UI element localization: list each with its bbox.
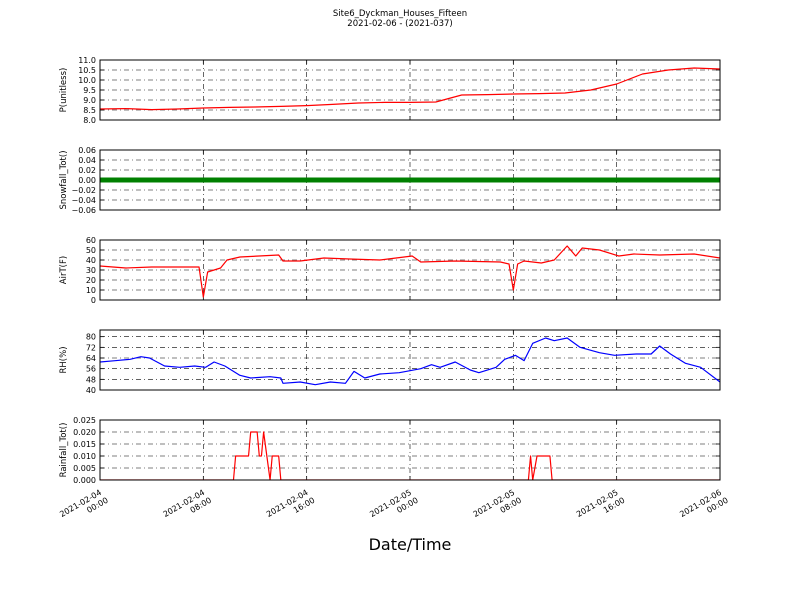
data-line bbox=[100, 67, 720, 111]
data-line bbox=[100, 245, 720, 298]
y-tick-label: 0.06 bbox=[78, 146, 96, 155]
y-tick-label: 0.015 bbox=[73, 440, 96, 449]
y-tick-label: 0.010 bbox=[73, 452, 96, 461]
y-tick-label: 0.000 bbox=[73, 476, 96, 485]
y-tick-label: 11.0 bbox=[78, 56, 96, 65]
y-tick-label: 10.0 bbox=[78, 76, 96, 85]
axes-frame bbox=[99, 419, 721, 481]
y-tick-label: 64 bbox=[86, 354, 96, 363]
y-axis-label: P(unitless) bbox=[59, 68, 69, 113]
axes-frame bbox=[99, 239, 721, 301]
y-tick-label: 0 bbox=[91, 296, 96, 305]
x-tick-label: 2021-02-0600:00 bbox=[678, 487, 730, 528]
y-tick-label: −0.02 bbox=[71, 186, 96, 195]
y-tick-label: 60 bbox=[86, 236, 96, 245]
x-tick-label: 2021-02-0500:00 bbox=[368, 487, 420, 528]
x-tick-label: 2021-02-0416:00 bbox=[265, 487, 317, 528]
y-tick-label: −0.04 bbox=[71, 196, 96, 205]
chart-title: Site6_Dyckman_Houses_Fifteen bbox=[333, 9, 467, 19]
y-axis-label: Rainfall_Tot() bbox=[59, 423, 69, 478]
y-tick-label: −0.06 bbox=[71, 206, 96, 215]
x-tick-label: 2021-02-0516:00 bbox=[575, 487, 627, 528]
axes-frame bbox=[99, 59, 721, 121]
y-axis-label: RH(%) bbox=[59, 346, 69, 373]
x-axis-label: Date/Time bbox=[369, 535, 452, 554]
plot-area bbox=[100, 245, 720, 298]
data-line bbox=[100, 337, 720, 386]
data-line bbox=[100, 431, 720, 480]
x-tick-label: 2021-02-0400:00 bbox=[58, 487, 110, 528]
y-tick-label: 20 bbox=[86, 276, 96, 285]
chart-subtitle: 2021-02-06 - (2021-037) bbox=[347, 19, 452, 29]
y-tick-label: 0.025 bbox=[73, 416, 96, 425]
y-tick-label: 0.04 bbox=[78, 156, 96, 165]
y-tick-label: 48 bbox=[86, 375, 96, 384]
y-tick-label: 50 bbox=[86, 246, 96, 255]
y-tick-label: 72 bbox=[86, 343, 96, 352]
y-axis-label: Snowfall_Tot() bbox=[59, 150, 69, 209]
plot-area bbox=[100, 431, 720, 480]
y-tick-label: 8.5 bbox=[83, 106, 96, 115]
y-tick-label: 0.005 bbox=[73, 464, 96, 473]
y-tick-label: 80 bbox=[86, 333, 96, 342]
axes-frame bbox=[99, 329, 721, 391]
y-axis-label: AirT(F) bbox=[59, 256, 69, 284]
y-tick-label: 30 bbox=[86, 266, 96, 275]
axes-frame bbox=[99, 149, 721, 211]
y-tick-label: 10 bbox=[86, 286, 96, 295]
y-tick-label: 9.0 bbox=[83, 96, 96, 105]
y-tick-label: 8.0 bbox=[83, 116, 96, 125]
y-tick-label: 0.00 bbox=[78, 176, 96, 185]
x-tick-label: 2021-02-0408:00 bbox=[162, 487, 214, 528]
plot-area bbox=[100, 67, 720, 111]
plot-area bbox=[100, 337, 720, 386]
y-tick-label: 40 bbox=[86, 386, 96, 395]
y-tick-label: 0.020 bbox=[73, 428, 96, 437]
y-tick-label: 56 bbox=[86, 365, 96, 374]
y-tick-label: 10.5 bbox=[78, 66, 96, 75]
y-tick-label: 40 bbox=[86, 256, 96, 265]
x-tick-label: 2021-02-0508:00 bbox=[472, 487, 524, 528]
y-tick-label: 0.02 bbox=[78, 166, 96, 175]
y-tick-label: 9.5 bbox=[83, 86, 96, 95]
